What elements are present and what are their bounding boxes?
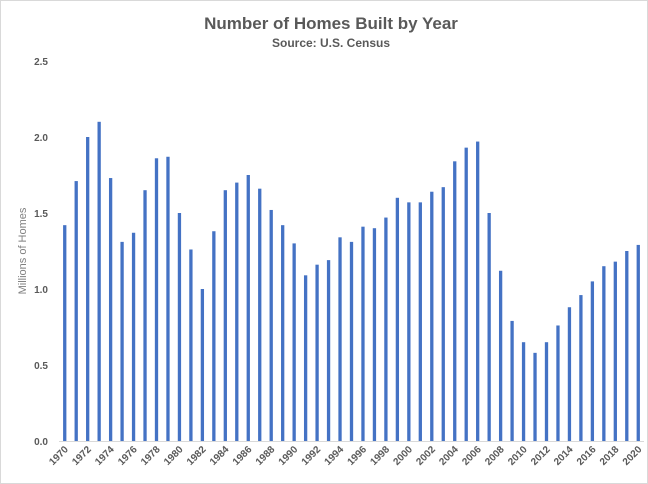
bar-2007: [487, 213, 491, 441]
bar-1992: [315, 264, 319, 441]
bar-1991: [303, 275, 308, 441]
x-tick-label: 1986: [231, 444, 255, 468]
bar-2015: [579, 295, 583, 441]
y-tick-label: 1.5: [34, 209, 48, 220]
bar-1989: [281, 225, 285, 441]
y-tick-label: 2.0: [34, 133, 48, 144]
bar-1983: [212, 231, 216, 441]
bar-1990: [292, 243, 296, 441]
x-tick-label: 1994: [323, 444, 347, 468]
x-tick-label: 2004: [437, 444, 461, 468]
chart-title: Number of Homes Built by Year: [204, 14, 458, 33]
bar-1985: [235, 182, 239, 441]
x-tick-label: 1974: [93, 444, 117, 468]
x-tick-label: 2008: [483, 444, 507, 468]
bar-2009: [510, 320, 514, 441]
x-tick-label: 2020: [621, 444, 645, 468]
x-tick-label: 1982: [185, 444, 209, 468]
x-tick-label: 1990: [277, 444, 301, 468]
bar-2013: [556, 325, 560, 441]
y-tick-label: 2.5: [34, 57, 48, 68]
x-tick-label: 1988: [254, 444, 278, 468]
bar-1974: [108, 178, 113, 442]
bars: [63, 121, 640, 442]
x-tick-label: 1978: [139, 444, 163, 468]
bar-2017: [602, 266, 606, 441]
x-tick-label: 1998: [369, 444, 393, 468]
bar-1993: [326, 260, 331, 441]
x-tick-label: 1984: [208, 444, 232, 468]
bar-1997: [372, 228, 377, 441]
bar-1984: [223, 190, 227, 441]
x-tick-label: 1996: [346, 444, 370, 468]
bar-2010: [521, 342, 526, 441]
bar-2008: [498, 270, 503, 441]
x-tick-label: 2000: [391, 444, 415, 468]
bar-1978: [154, 158, 159, 441]
x-tick-label: 2018: [598, 444, 622, 468]
bar-2012: [544, 342, 549, 441]
bar-1979: [166, 156, 170, 441]
bar-2004: [453, 161, 457, 441]
bar-1986: [246, 175, 250, 441]
x-tick-label: 1992: [300, 444, 324, 468]
bar-1988: [269, 209, 273, 441]
bar-2016: [590, 281, 595, 441]
bar-2014: [567, 307, 572, 441]
bar-1975: [120, 241, 124, 441]
bar-1972: [86, 137, 90, 441]
bar-1987: [258, 188, 262, 441]
bar-1982: [200, 289, 205, 441]
bar-1970: [63, 225, 67, 441]
y-tick-label: 0.0: [34, 437, 48, 448]
bar-1998: [384, 217, 388, 441]
bar-1976: [131, 232, 136, 441]
x-axis-ticks: 1970 1972 1974 1976 1978 1980 1982 1984 1986 1988…: [47, 444, 644, 468]
chart-subtitle: Source: U.S. Census: [272, 36, 390, 50]
bar-2011: [533, 352, 537, 441]
x-tick-label: 2016: [575, 444, 599, 468]
x-tick-label: 2010: [506, 444, 530, 468]
bar-1999: [395, 197, 400, 441]
bar-1971: [74, 181, 78, 441]
bar-2002: [430, 191, 434, 441]
y-axis-ticks: 0.0 0.5 1.0 1.5 2.0 2.5: [34, 57, 48, 448]
y-tick-label: 1.0: [34, 285, 48, 296]
bar-1977: [143, 190, 147, 441]
x-tick-label: 2014: [552, 444, 576, 468]
x-tick-label: 1972: [70, 444, 94, 468]
bar-2020: [636, 244, 640, 441]
bar-1980: [177, 213, 182, 441]
bar-1996: [361, 226, 365, 441]
bar-2001: [418, 202, 422, 441]
bar-1973: [97, 121, 101, 442]
x-tick-label: 1976: [116, 444, 140, 468]
bar-2000: [407, 202, 411, 441]
x-tick-label: 2006: [460, 444, 484, 468]
x-tick-label: 2002: [414, 444, 438, 468]
bar-2005: [464, 147, 468, 441]
bar-2019: [625, 251, 629, 441]
bar-1994: [338, 237, 342, 441]
bar-2018: [613, 261, 617, 441]
bar-2006: [476, 141, 480, 441]
x-tick-label: 1970: [47, 444, 71, 468]
y-axis-label: Millions of Homes: [17, 207, 29, 294]
bar-1981: [189, 249, 193, 441]
x-tick-label: 2012: [529, 444, 553, 468]
x-tick-label: 1980: [162, 444, 186, 468]
bar-2003: [441, 187, 445, 441]
y-tick-label: 0.5: [34, 361, 48, 372]
bar-1995: [349, 241, 354, 441]
